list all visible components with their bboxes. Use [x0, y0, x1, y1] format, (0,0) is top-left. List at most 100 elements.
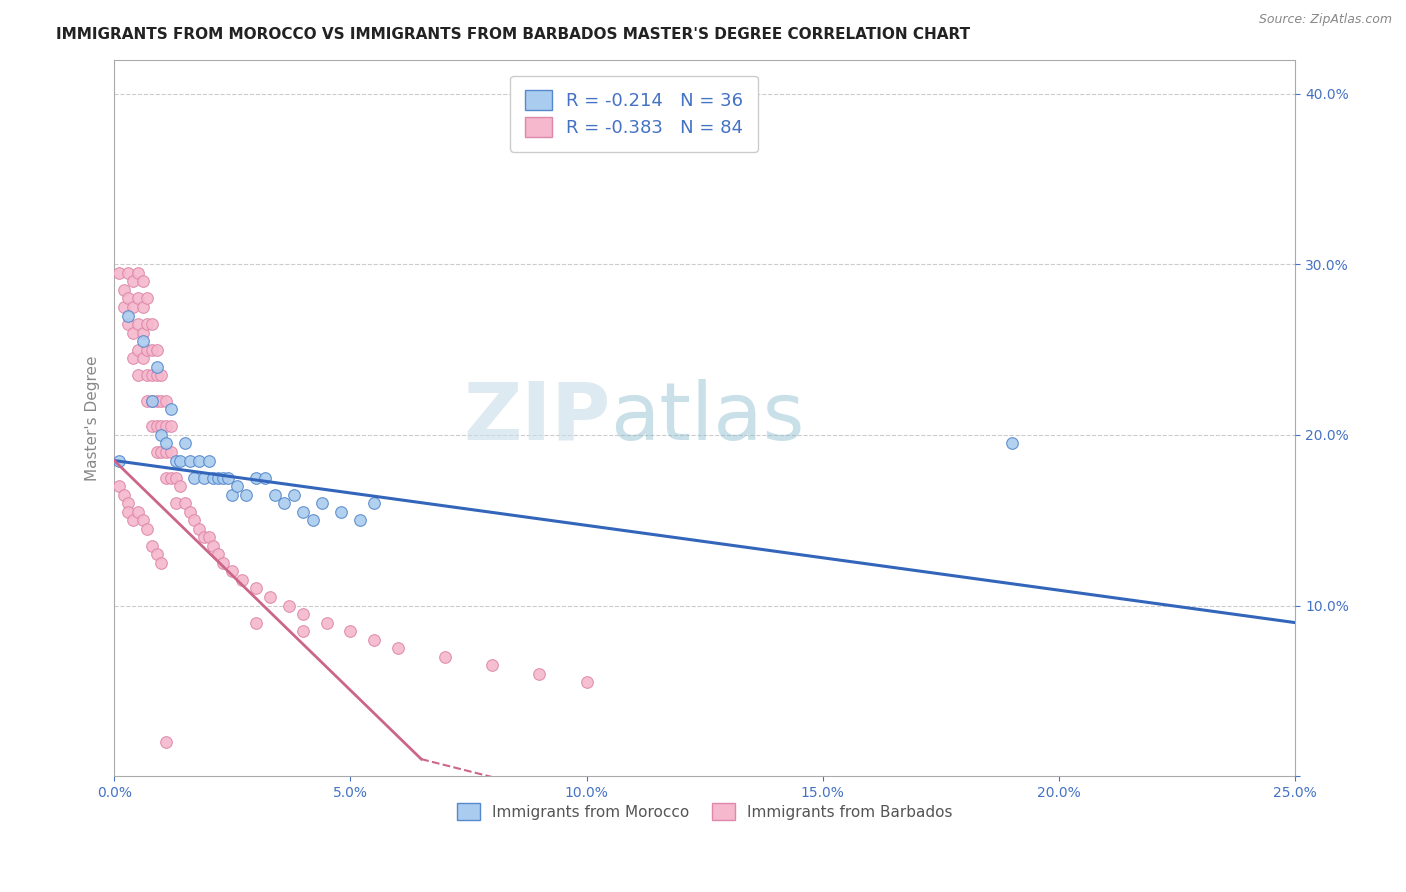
Point — [301, 513, 323, 527]
Point — [278, 599, 301, 613]
Point — [141, 539, 163, 553]
Point — [235, 488, 257, 502]
Point — [136, 292, 159, 306]
Point — [183, 513, 205, 527]
Point — [155, 735, 177, 749]
Point — [292, 607, 315, 621]
Point — [221, 488, 243, 502]
Point — [179, 453, 201, 467]
Point — [254, 470, 277, 484]
Point — [226, 479, 249, 493]
Point — [131, 274, 153, 288]
Point — [127, 266, 149, 280]
Point — [141, 343, 163, 357]
Point — [245, 470, 267, 484]
Point — [221, 565, 243, 579]
Point — [117, 266, 139, 280]
Point — [211, 470, 233, 484]
Point — [122, 513, 145, 527]
Point — [127, 368, 149, 383]
Point — [283, 488, 305, 502]
Point — [179, 505, 201, 519]
Point — [207, 470, 229, 484]
Text: atlas: atlas — [610, 379, 804, 457]
Point — [1001, 436, 1024, 450]
Point — [183, 470, 205, 484]
Point — [174, 436, 197, 450]
Point — [273, 496, 295, 510]
Point — [155, 445, 177, 459]
Point — [136, 522, 159, 536]
Point — [145, 368, 167, 383]
Point — [481, 658, 503, 673]
Point — [245, 615, 267, 630]
Point — [529, 666, 551, 681]
Point — [197, 530, 219, 544]
Point — [263, 488, 285, 502]
Point — [160, 470, 183, 484]
Point — [141, 393, 163, 408]
Point — [145, 343, 167, 357]
Point — [155, 419, 177, 434]
Point — [363, 496, 385, 510]
Point — [387, 641, 409, 656]
Point — [108, 453, 131, 467]
Point — [108, 479, 131, 493]
Point — [136, 317, 159, 331]
Point — [117, 317, 139, 331]
Point — [122, 300, 145, 314]
Point — [150, 393, 173, 408]
Point — [131, 300, 153, 314]
Point — [292, 505, 315, 519]
Point — [165, 470, 187, 484]
Point — [202, 539, 225, 553]
Point — [174, 496, 197, 510]
Point — [433, 649, 456, 664]
Point — [292, 624, 315, 639]
Point — [145, 419, 167, 434]
Point — [145, 393, 167, 408]
Point — [245, 582, 267, 596]
Point — [150, 428, 173, 442]
Point — [169, 479, 191, 493]
Point — [127, 317, 149, 331]
Point — [127, 505, 149, 519]
Point — [150, 368, 173, 383]
Point — [117, 496, 139, 510]
Point — [145, 445, 167, 459]
Point — [329, 505, 352, 519]
Point — [131, 513, 153, 527]
Point — [141, 393, 163, 408]
Point — [150, 556, 173, 570]
Point — [127, 292, 149, 306]
Point — [217, 470, 239, 484]
Point — [150, 419, 173, 434]
Point — [145, 547, 167, 561]
Point — [165, 453, 187, 467]
Point — [131, 326, 153, 340]
Point — [136, 393, 159, 408]
Point — [141, 368, 163, 383]
Text: Source: ZipAtlas.com: Source: ZipAtlas.com — [1258, 13, 1392, 27]
Point — [117, 309, 139, 323]
Point — [197, 453, 219, 467]
Point — [122, 326, 145, 340]
Point — [193, 470, 215, 484]
Point — [117, 505, 139, 519]
Point — [136, 343, 159, 357]
Point — [259, 590, 281, 604]
Point — [145, 359, 167, 374]
Point — [131, 351, 153, 366]
Point — [112, 283, 135, 297]
Point — [160, 445, 183, 459]
Point — [188, 522, 211, 536]
Point — [117, 292, 139, 306]
Point — [155, 470, 177, 484]
Text: ZIP: ZIP — [463, 379, 610, 457]
Point — [141, 317, 163, 331]
Point — [160, 402, 183, 417]
Point — [211, 556, 233, 570]
Point — [108, 266, 131, 280]
Legend: Immigrants from Morocco, Immigrants from Barbados: Immigrants from Morocco, Immigrants from… — [450, 797, 959, 826]
Text: IMMIGRANTS FROM MOROCCO VS IMMIGRANTS FROM BARBADOS MASTER'S DEGREE CORRELATION : IMMIGRANTS FROM MOROCCO VS IMMIGRANTS FR… — [56, 27, 970, 42]
